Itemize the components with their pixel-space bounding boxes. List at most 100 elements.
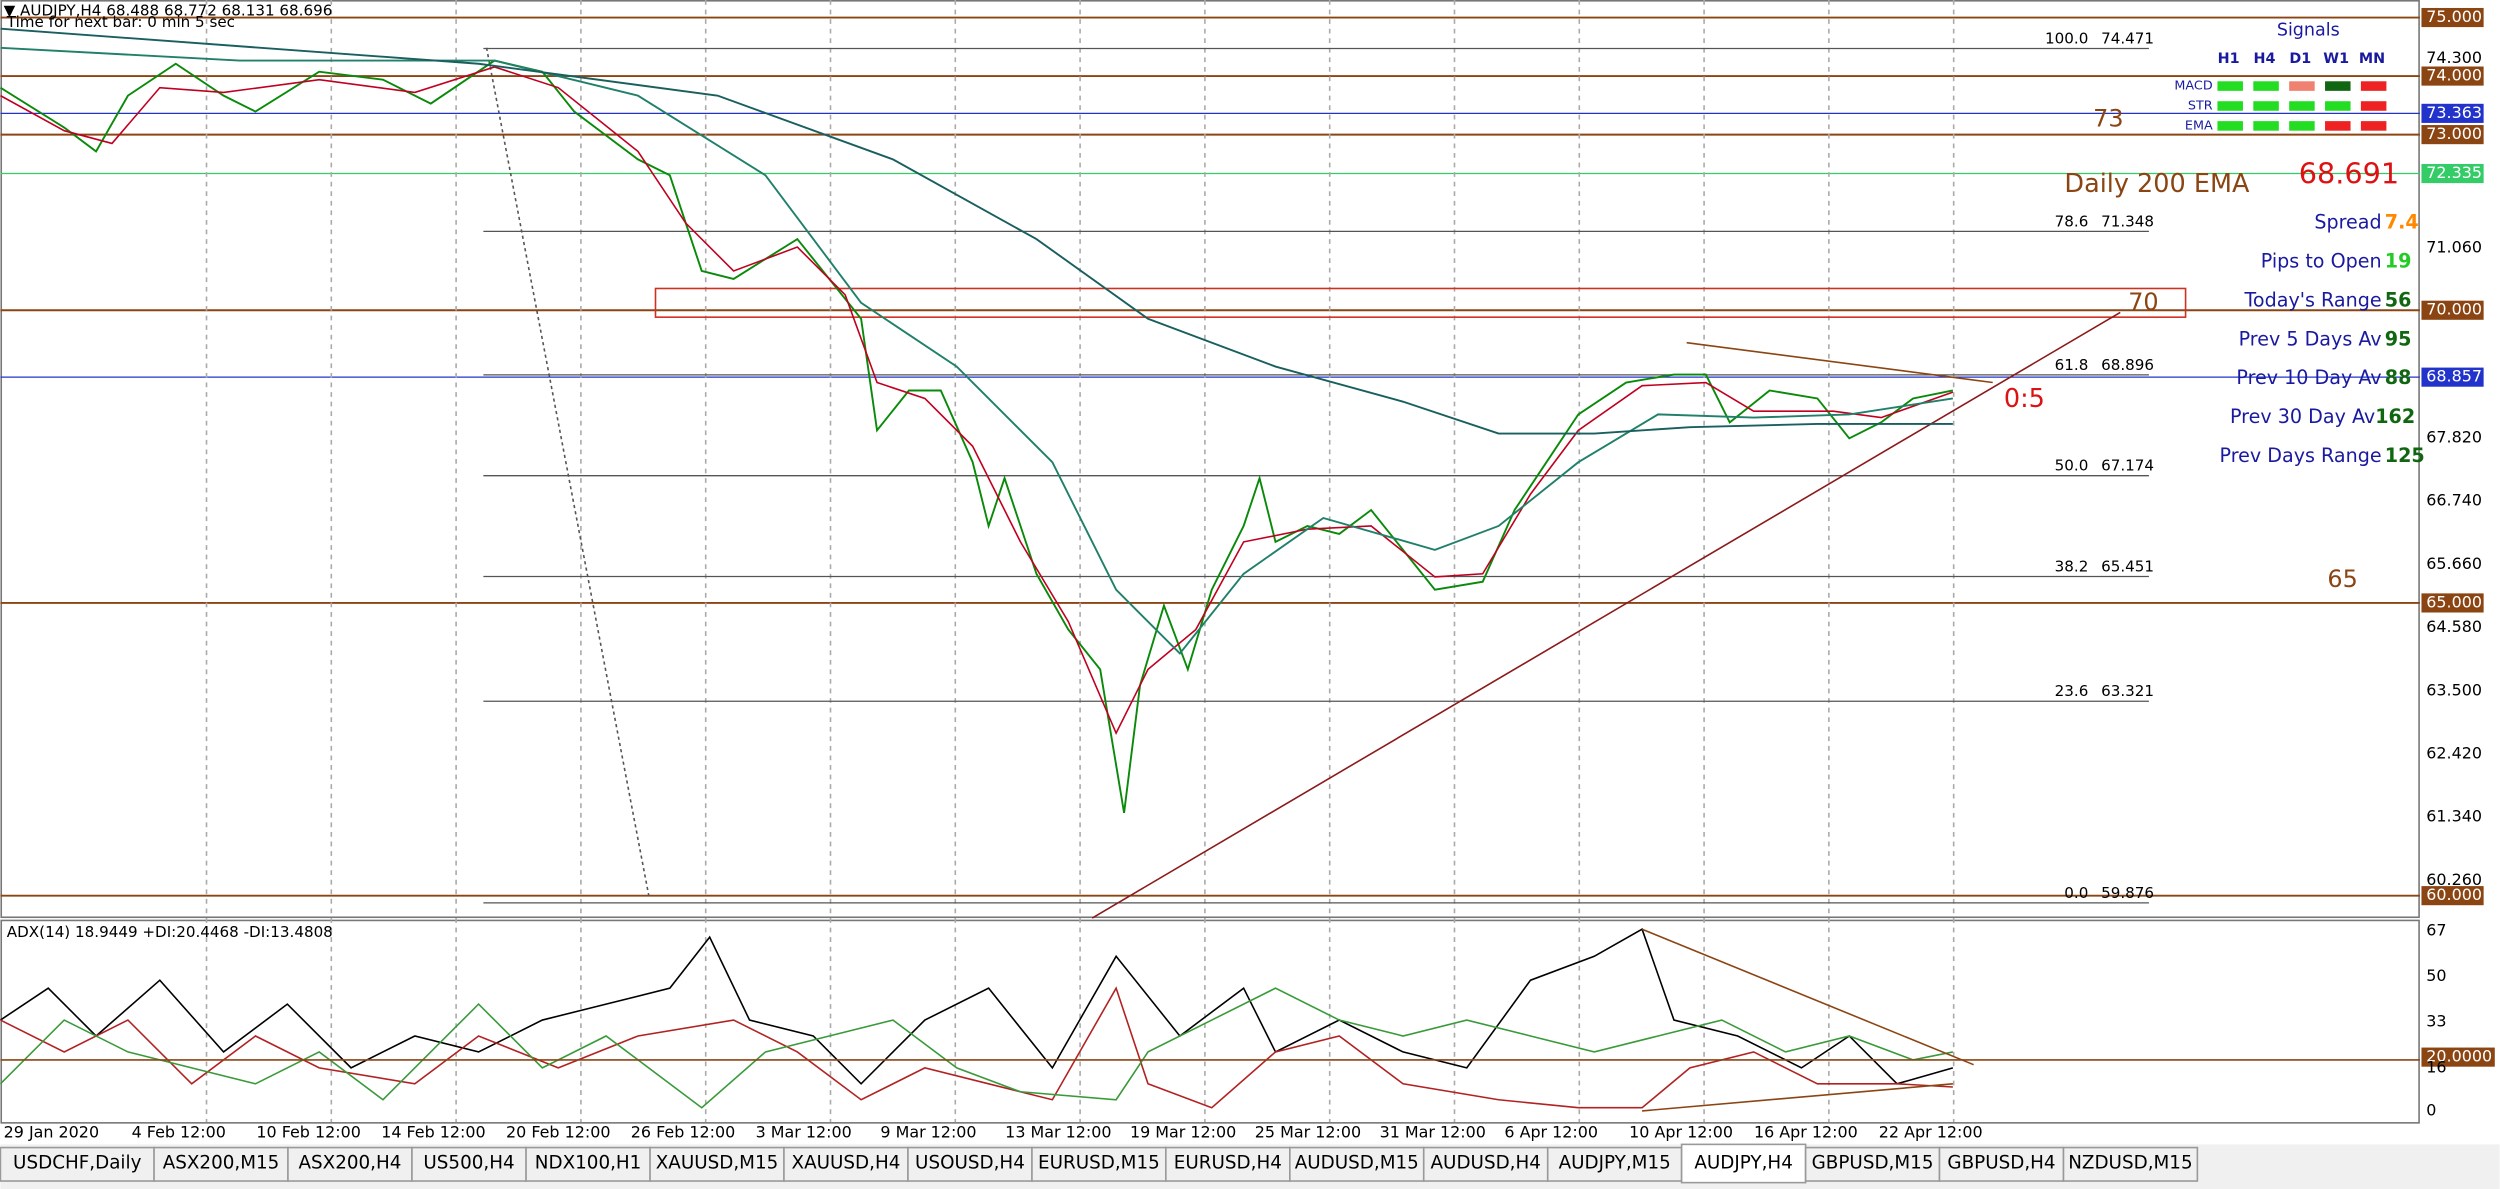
tab[interactable] <box>0 1146 155 1182</box>
tab[interactable] <box>1031 1146 1167 1182</box>
tab[interactable] <box>153 1146 289 1182</box>
stat-label: Spread <box>2314 211 2381 234</box>
tab-label[interactable]: EURUSD,M15 <box>1038 1152 1160 1173</box>
signal-block <box>2360 121 2387 131</box>
time-label: 20 Feb 12:00 <box>506 1123 610 1142</box>
signal-block <box>2253 101 2279 111</box>
annotation: 68.691 <box>2299 156 2399 190</box>
stat-label: Prev 5 Days Av <box>2239 327 2382 350</box>
price-tag <box>2421 886 2484 906</box>
time-label: 16 Apr 12:00 <box>1754 1123 1858 1142</box>
stat-value: 19 <box>2385 250 2412 273</box>
price-tag <box>2421 593 2484 613</box>
signal-row: STR <box>2188 98 2213 113</box>
price-label: 65.000 <box>2426 592 2482 611</box>
price-line <box>0 59 1954 814</box>
tab[interactable] <box>525 1146 651 1182</box>
price-label: 70.000 <box>2426 300 2482 319</box>
signal-block <box>2217 121 2243 131</box>
ema-line <box>0 46 1954 655</box>
price-label: 60.260 <box>2426 870 2482 889</box>
tab-label[interactable]: XAUUSD,M15 <box>656 1152 779 1173</box>
price-label: 72.335 <box>2426 163 2482 182</box>
tab-label[interactable]: GBPUSD,M15 <box>1812 1152 1934 1173</box>
time-label: 22 Apr 12:00 <box>1879 1123 1983 1142</box>
tab-label[interactable]: AUDJPY,M15 <box>1559 1152 1671 1173</box>
signal-block <box>2253 81 2279 91</box>
stat-value: 7.4 <box>2385 211 2419 234</box>
time-label: 31 Mar 12:00 <box>1380 1123 1486 1142</box>
signal-block <box>2253 121 2279 131</box>
tab-label[interactable]: GBPUSD,H4 <box>1947 1152 2055 1173</box>
tab[interactable] <box>907 1146 1033 1182</box>
indicator-axis-label: 67 <box>2426 920 2446 939</box>
fib-anchor-line <box>485 47 650 898</box>
price-label: 64.580 <box>2426 617 2482 636</box>
indicator-axis-label: 20.0000 <box>2426 1047 2492 1066</box>
price-label: 71.060 <box>2426 238 2482 257</box>
signal-block <box>2360 101 2387 111</box>
price-tag <box>2421 103 2484 123</box>
annotation: 73 <box>2093 105 2123 133</box>
time-label: 14 Feb 12:00 <box>381 1123 485 1142</box>
tab-label[interactable]: USDCHF,Daily <box>13 1152 142 1173</box>
annotation: Daily 200 EMA <box>2064 169 2250 199</box>
tab-label[interactable]: NDX100,H1 <box>535 1152 642 1173</box>
fib-price: 71.348 <box>2101 212 2154 230</box>
stat-value: 88 <box>2385 366 2412 389</box>
signal-column: D1 <box>2289 51 2311 67</box>
fib-level: 61.8 <box>2055 356 2089 374</box>
tab[interactable] <box>411 1146 527 1182</box>
tab[interactable] <box>2062 1146 2199 1182</box>
time-label: 19 Mar 12:00 <box>1130 1123 1236 1142</box>
price-tag <box>2421 125 2484 145</box>
stat-label: Pips to Open <box>2261 250 2382 273</box>
symbol-line: ▼ AUDJPY,H4 68.488 68.772 68.131 68.696 <box>4 2 333 20</box>
tab[interactable] <box>1289 1146 1425 1182</box>
timer: Time for next bar: 0 min 5 sec <box>6 13 235 31</box>
fib-level: 50.0 <box>2055 457 2089 475</box>
tab-label[interactable]: ASX200,M15 <box>163 1152 280 1173</box>
signals-title: Signals <box>2277 20 2340 40</box>
fib-price: 63.321 <box>2101 682 2154 700</box>
slow-ema <box>0 27 1953 435</box>
tab-label[interactable]: NZDUSD,M15 <box>2068 1152 2192 1173</box>
signal-block <box>2360 81 2387 91</box>
signal-column: H4 <box>2253 51 2275 67</box>
price-tag <box>2421 367 2484 387</box>
price-label: 73.000 <box>2426 124 2482 143</box>
tab[interactable] <box>1938 1146 2065 1182</box>
tab-label[interactable]: USOUSD,H4 <box>915 1152 1025 1173</box>
price-tag <box>2421 7 2484 28</box>
tab[interactable] <box>649 1146 785 1182</box>
plus-di-line <box>0 987 1954 1109</box>
indicator-axis-label: 50 <box>2426 966 2446 985</box>
tab-label[interactable]: EURUSD,H4 <box>1174 1152 1282 1173</box>
signal-column: MN <box>2359 51 2385 67</box>
tab-label[interactable]: AUDJPY,H4 <box>1694 1152 1793 1173</box>
time-label: 13 Mar 12:00 <box>1005 1123 1111 1142</box>
signal-block <box>2325 81 2351 91</box>
price-tag <box>2421 66 2484 86</box>
price-label: 67.820 <box>2426 427 2482 446</box>
price-label: 62.420 <box>2426 743 2482 762</box>
signal-block <box>2289 121 2315 131</box>
tab-label[interactable]: ASX200,H4 <box>299 1152 402 1173</box>
tab-label[interactable]: US500,H4 <box>423 1152 514 1173</box>
price-label: 61.340 <box>2426 807 2482 826</box>
stat-value: 162 <box>2375 405 2415 428</box>
price-label: 74.000 <box>2426 66 2482 85</box>
price-tag <box>2421 300 2484 320</box>
tab-label[interactable]: AUDUSD,H4 <box>1431 1152 1541 1173</box>
tab[interactable] <box>1422 1146 1549 1182</box>
tab[interactable] <box>1804 1146 1941 1182</box>
price-label: 75.000 <box>2426 7 2482 26</box>
signal-column: W1 <box>2323 51 2349 67</box>
fib-level: 0.0 <box>2064 884 2088 902</box>
tab[interactable] <box>1546 1146 1683 1182</box>
tab-label[interactable]: XAUUSD,H4 <box>792 1152 901 1173</box>
trend-line <box>1686 341 1993 384</box>
signal-row: MACD <box>2174 79 2212 94</box>
tab[interactable] <box>1165 1146 1291 1182</box>
tab-label[interactable]: AUDUSD,M15 <box>1295 1152 1419 1173</box>
